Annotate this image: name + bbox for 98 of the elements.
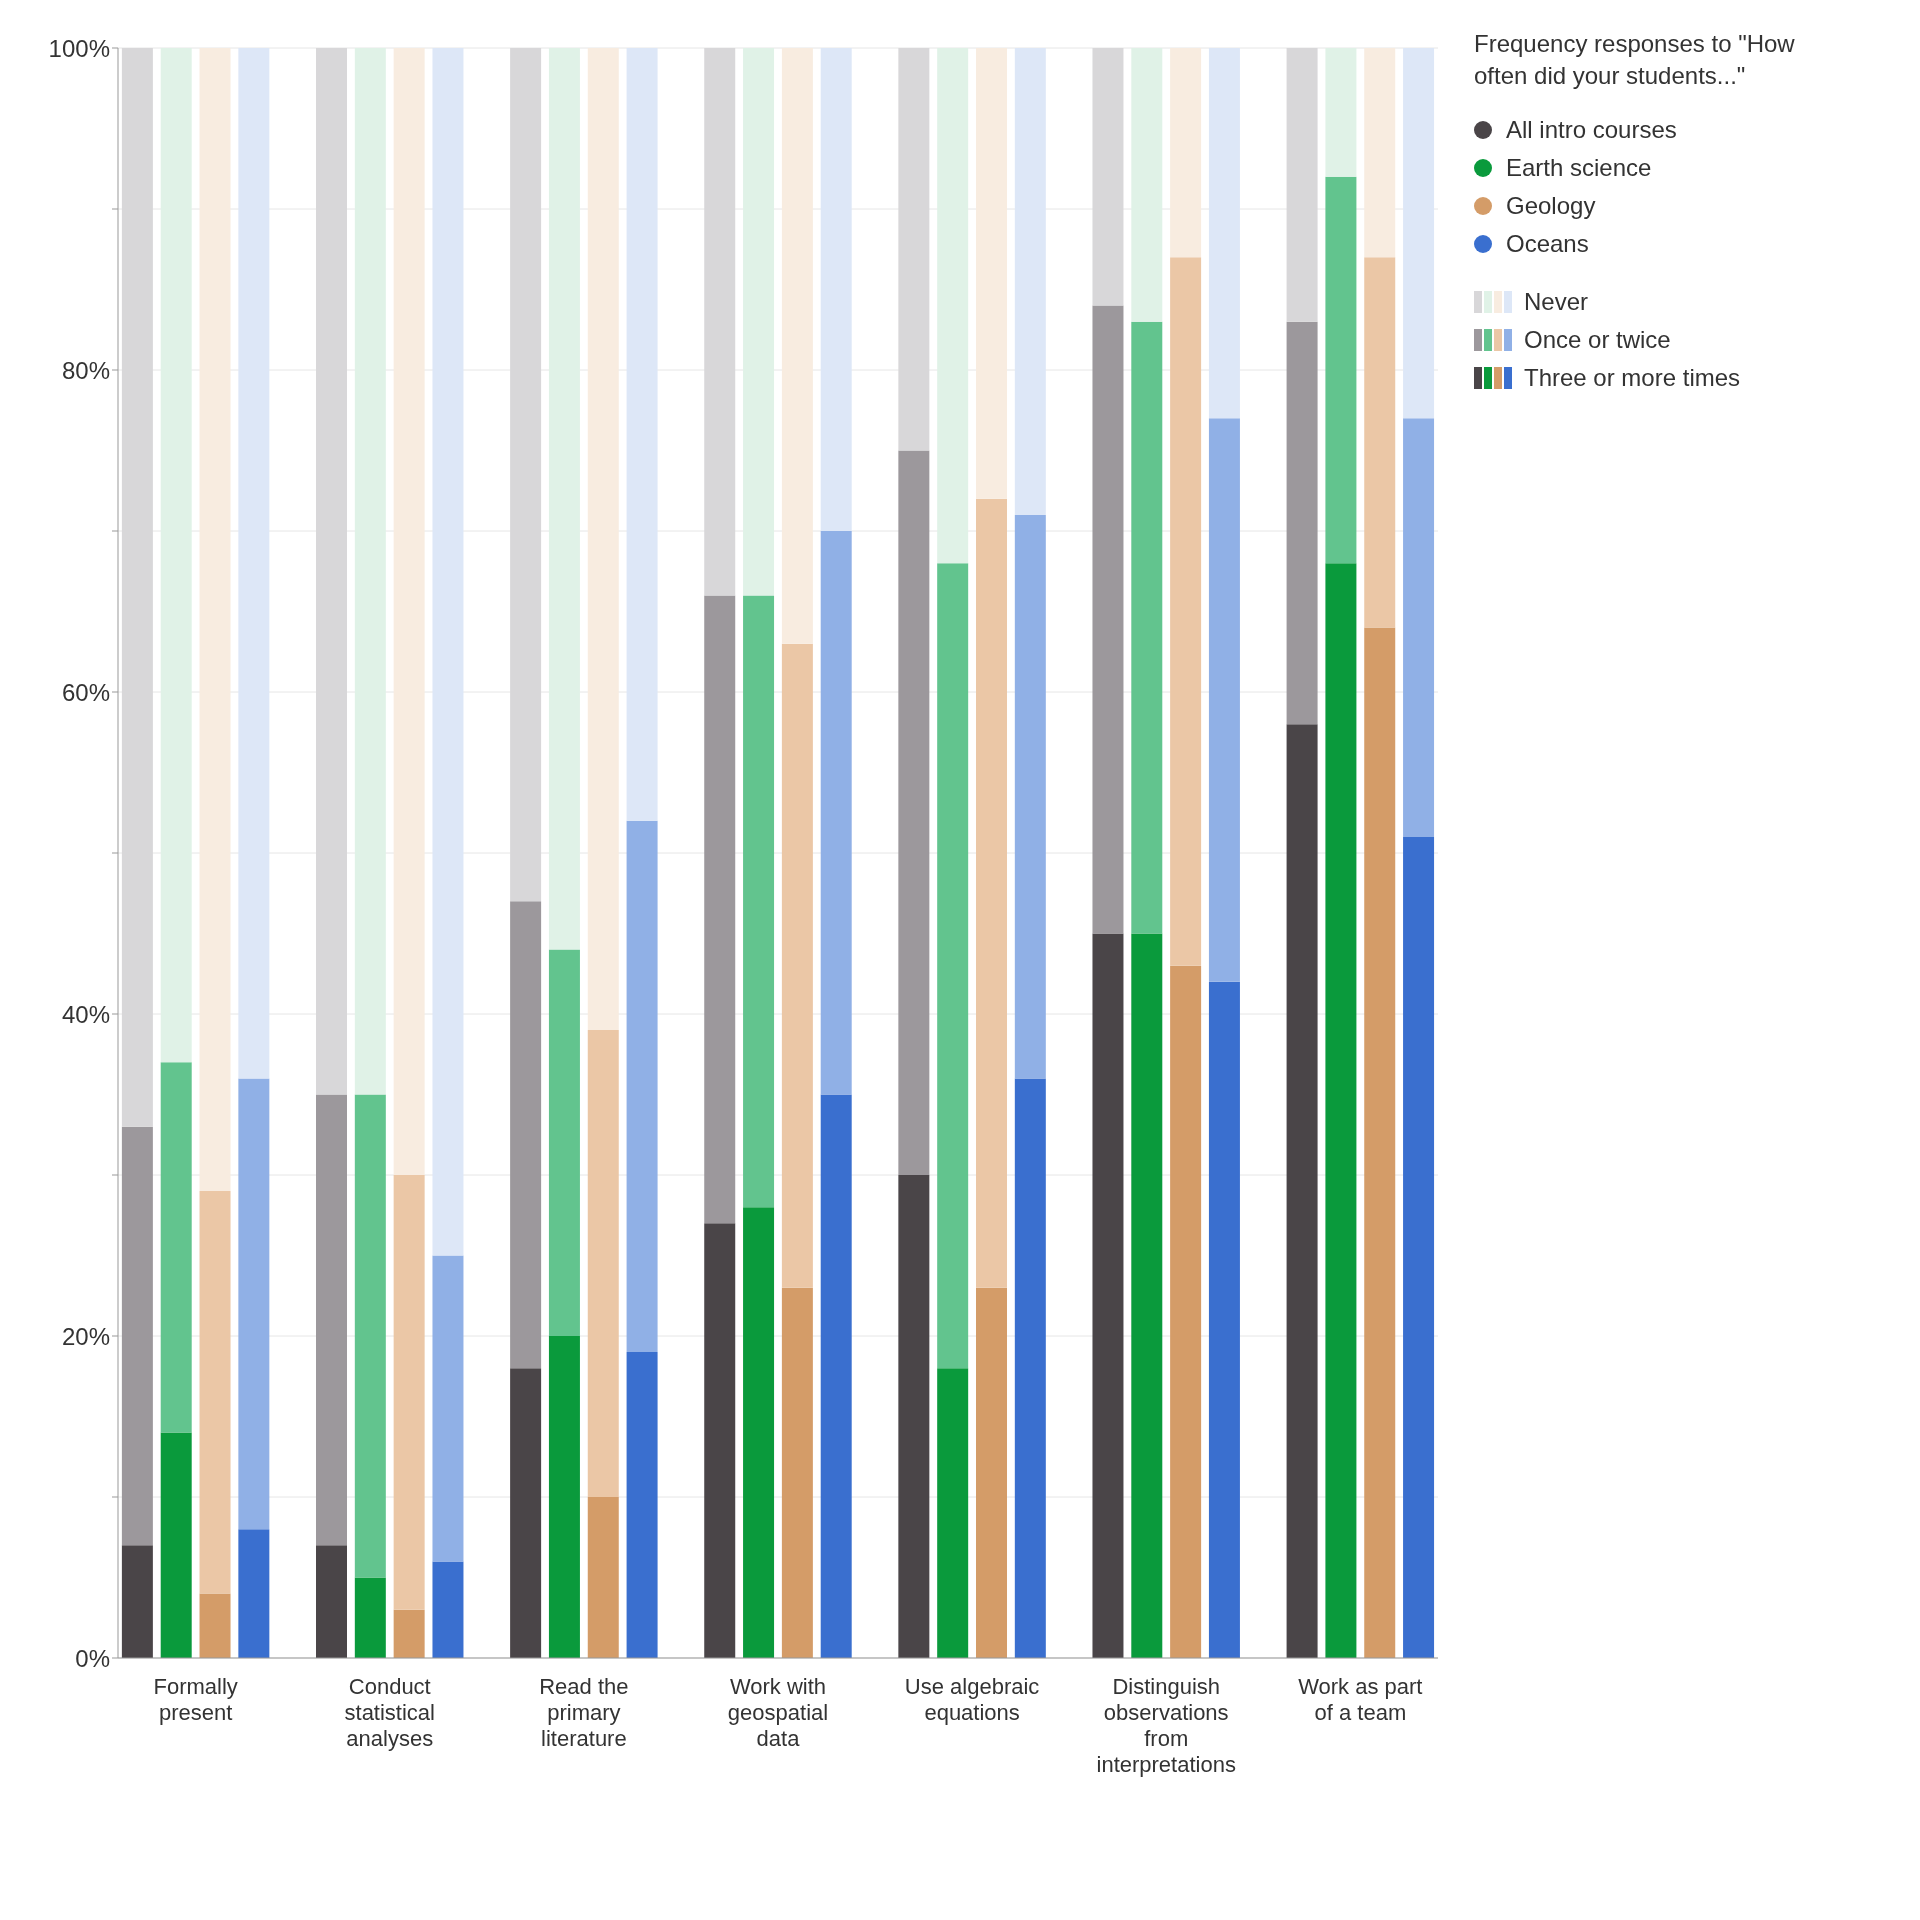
bar	[743, 1207, 775, 1658]
x-tick-label: Formally present	[153, 1674, 238, 1725]
bar	[510, 48, 542, 902]
legend-title: Frequency responses to "How often did your students..."	[1474, 29, 1796, 91]
bar	[1403, 836, 1435, 1658]
bar	[160, 1062, 192, 1433]
bar	[1170, 965, 1202, 1658]
bar	[781, 1287, 813, 1658]
bar	[1131, 321, 1163, 934]
bar	[1092, 48, 1124, 306]
bar	[587, 1030, 619, 1497]
bar	[626, 48, 658, 821]
text: Earth science	[1506, 154, 1652, 181]
bar	[548, 1336, 580, 1658]
text: Geology	[1506, 192, 1596, 219]
bar	[199, 48, 231, 1192]
legend-label: Once or twice	[1524, 326, 1671, 354]
bar	[510, 901, 542, 1369]
x-tick-label: Conduct statistical analyses	[344, 1674, 436, 1751]
bar	[781, 48, 813, 644]
bar	[704, 595, 736, 1224]
bar	[238, 1078, 270, 1530]
bar	[432, 1255, 464, 1562]
bar	[1092, 933, 1124, 1658]
bar	[898, 450, 930, 1175]
bar	[626, 820, 658, 1353]
bar	[704, 48, 736, 596]
y-tick-label: 0%	[75, 1644, 110, 1672]
bar	[781, 643, 813, 1288]
bar	[393, 1175, 425, 1610]
x-tick-label: Read the primary literature	[539, 1674, 629, 1751]
bar	[199, 1593, 231, 1658]
bar	[238, 1529, 270, 1658]
bar	[393, 48, 425, 1175]
bar	[432, 1561, 464, 1658]
bar	[976, 48, 1007, 499]
bar	[1286, 321, 1318, 725]
x-tick-label: Use algebraic equations	[904, 1674, 1040, 1725]
bar	[898, 48, 930, 451]
y-tick-label: 20%	[61, 1322, 110, 1350]
bar	[587, 48, 619, 1031]
bar	[354, 1094, 386, 1578]
y-tick-label: 60%	[61, 678, 110, 706]
bar	[121, 48, 153, 1127]
text: Oceans	[1506, 230, 1589, 257]
bar	[1014, 1078, 1046, 1658]
bar	[1403, 48, 1435, 419]
bar	[160, 1432, 192, 1658]
legend-label: Never	[1524, 288, 1589, 316]
x-tick-label: Work with geospatial data	[727, 1674, 829, 1751]
bar	[316, 1545, 347, 1658]
bar	[393, 1609, 425, 1658]
bar	[1092, 305, 1124, 934]
bar	[316, 48, 347, 1095]
bar	[1364, 48, 1396, 258]
bar	[704, 1223, 736, 1658]
bar	[121, 1126, 153, 1546]
bar	[238, 48, 270, 1079]
bar	[354, 1577, 386, 1658]
y-tick-label: 80%	[61, 356, 110, 384]
bar	[1325, 563, 1357, 1658]
bar	[432, 48, 464, 1256]
bar	[199, 1191, 231, 1594]
bar	[1286, 724, 1318, 1658]
bar	[121, 1545, 153, 1658]
bar	[1208, 418, 1240, 982]
bar	[316, 1094, 347, 1546]
bar	[548, 949, 580, 1336]
bar	[510, 1368, 542, 1658]
legend-label: Three or more times	[1524, 364, 1741, 392]
bar	[820, 1094, 852, 1658]
bar	[820, 531, 852, 1095]
x-tick-label: Distinguish observations from interpretations	[1096, 1674, 1236, 1777]
bar	[1208, 48, 1240, 419]
bar	[937, 563, 969, 1369]
bar	[820, 48, 852, 531]
bar	[1286, 48, 1318, 322]
bar	[743, 595, 775, 1208]
bar	[1131, 933, 1163, 1658]
y-tick-label: 40%	[61, 1000, 110, 1028]
bar	[898, 1175, 930, 1658]
bar	[587, 1497, 619, 1658]
bar	[1325, 176, 1357, 564]
bar	[1208, 981, 1240, 1658]
bar	[976, 498, 1007, 1288]
bar	[626, 1352, 658, 1658]
bar	[1170, 257, 1202, 966]
bar	[937, 1368, 969, 1658]
x-tick-label: Work as part of a team	[1298, 1674, 1423, 1725]
bar	[1403, 418, 1435, 837]
bar	[976, 1287, 1007, 1658]
text: All intro courses	[1506, 116, 1677, 143]
y-tick-label: 100%	[48, 34, 110, 62]
bar	[1014, 48, 1046, 515]
bar	[1014, 514, 1046, 1079]
bar	[1364, 257, 1396, 628]
bar	[1170, 48, 1202, 258]
bar	[1364, 627, 1396, 1658]
